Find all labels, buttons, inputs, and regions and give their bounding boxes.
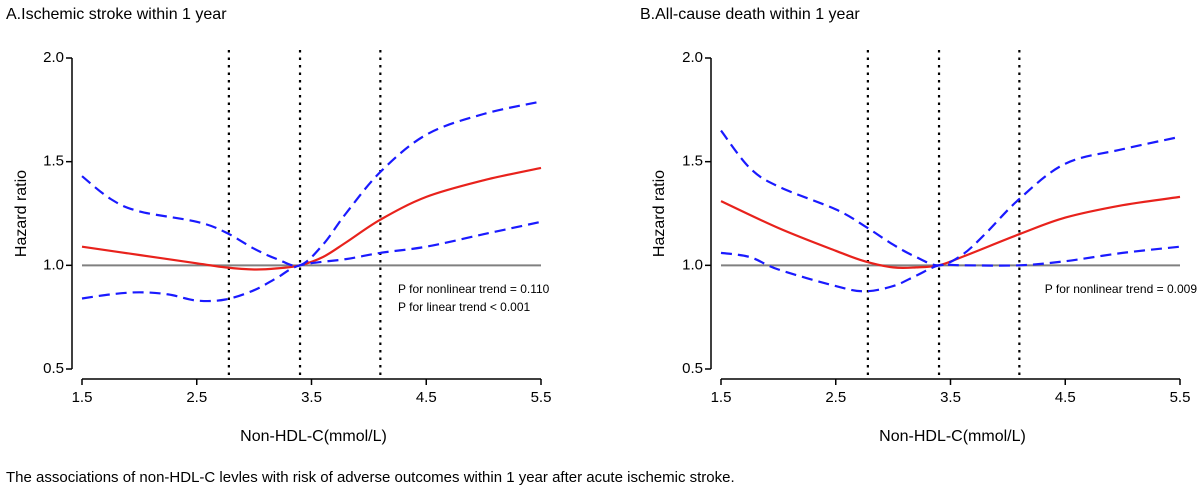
x-tick-label: 5.5: [531, 389, 552, 406]
y-axis-label: Hazard ratio: [13, 170, 30, 257]
y-tick-label: 0.5: [682, 360, 703, 377]
p-value-annotation: P for nonlinear trend = 0.009: [1045, 282, 1198, 296]
y-tick-label: 1.0: [682, 256, 703, 273]
x-axis-label: Non-HDL-C(mmol/L): [240, 428, 387, 445]
chart-panel-a: A.Ischemic stroke within 1 year 0.5 1.0 1.5…: [6, 6, 551, 445]
x-tick-label: 2.5: [186, 389, 207, 406]
y-tick-label: 1.0: [43, 256, 64, 273]
hazard-ratio-line: [81, 166, 542, 271]
x-tick-label: 3.5: [940, 389, 961, 406]
chart-title: B.All-cause death within 1 year: [640, 6, 860, 23]
y-tick-label: 2.0: [43, 49, 64, 66]
x-tick-label: 1.5: [72, 389, 93, 406]
x-tick-label: 2.5: [825, 389, 846, 406]
y-tick-label: 2.0: [682, 49, 703, 66]
upper-ci-line: [720, 129, 1181, 267]
y-tick-label: 0.5: [43, 360, 64, 377]
hazard-ratio-line: [720, 195, 1181, 270]
y-axis-label: Hazard ratio: [651, 170, 668, 257]
y-tick-label: 1.5: [682, 153, 703, 170]
x-tick-label: 5.5: [1170, 389, 1191, 406]
upper-ci-line: [81, 100, 542, 267]
p-value-annotation: P for nonlinear trend = 0.110: [398, 282, 550, 296]
figure-caption: The associations of non-HDL-C levles wit…: [6, 469, 735, 486]
x-axis-label: Non-HDL-C(mmol/L): [879, 428, 1026, 445]
x-tick-label: 3.5: [301, 389, 322, 406]
x-tick-label: 4.5: [1055, 389, 1076, 406]
y-tick-label: 1.5: [43, 153, 64, 170]
chart-title: A.Ischemic stroke within 1 year: [6, 6, 227, 23]
lower-ci-line: [81, 220, 542, 303]
x-tick-label: 4.5: [416, 389, 437, 406]
chart-panel-b: B.All-cause death within 1 year 0.5 1.0 1.5…: [640, 6, 1197, 445]
x-tick-label: 1.5: [711, 389, 732, 406]
p-value-annotation: P for linear trend < 0.001: [398, 300, 531, 314]
lower-ci-line: [720, 245, 1181, 293]
